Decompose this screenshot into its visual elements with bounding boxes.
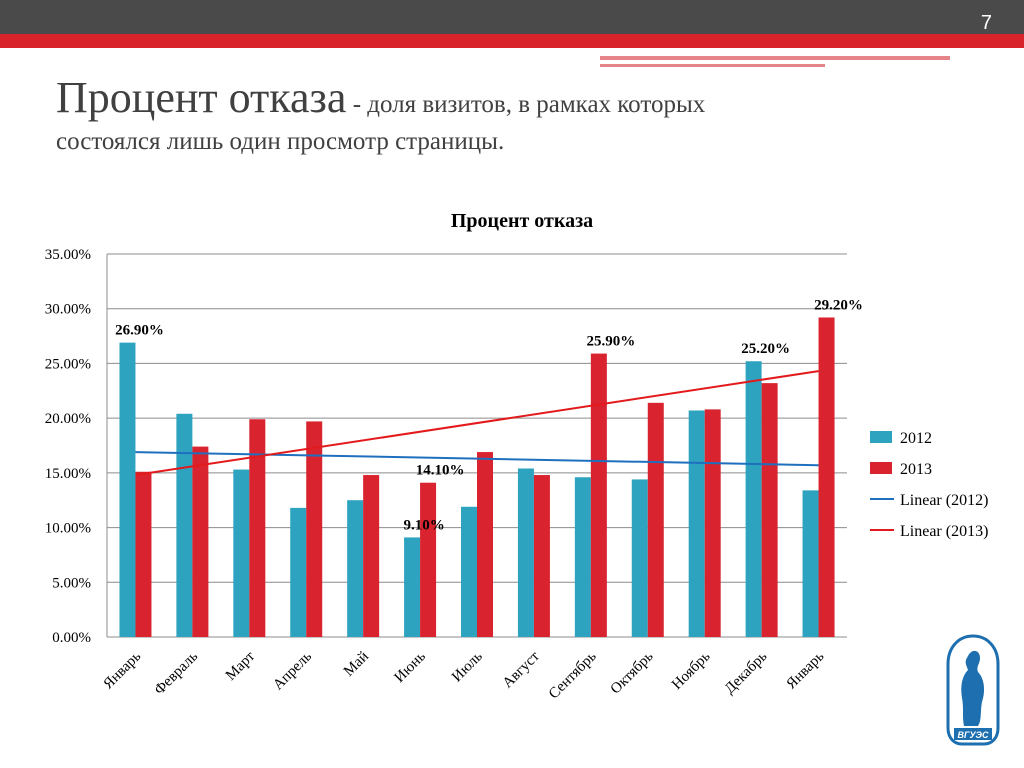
x-tick-label: Март <box>223 648 259 684</box>
y-tick-label: 35.00% <box>45 247 91 263</box>
bar-2013 <box>533 475 550 637</box>
accent-stripe <box>600 64 825 67</box>
bar-2013 <box>818 317 835 637</box>
bar-2012 <box>574 477 591 637</box>
bar-2012 <box>745 361 762 637</box>
x-tick-label: Август <box>500 648 543 691</box>
y-tick-label: 10.00% <box>45 521 91 537</box>
bar-2012 <box>802 490 819 637</box>
y-tick-label: 25.00% <box>45 356 91 372</box>
bar-2013 <box>704 409 721 637</box>
bar-2012 <box>688 410 705 637</box>
y-tick-label: 5.00% <box>52 575 91 591</box>
legend-label: Linear (2012) <box>900 492 988 509</box>
accent-stripe <box>600 56 950 60</box>
data-label: 26.90% <box>115 323 164 339</box>
x-tick-label: Октябрь <box>608 648 657 697</box>
bar-2012 <box>404 537 421 637</box>
university-emblem-icon: ВГУЭС <box>946 634 1000 746</box>
bar-2012 <box>290 507 307 637</box>
trendline <box>135 451 819 467</box>
legend-swatch <box>870 431 892 443</box>
data-label: 25.90% <box>586 334 635 350</box>
bar-2013 <box>249 419 266 637</box>
bar-2013 <box>647 402 664 637</box>
x-tick-label: Апрель <box>270 648 315 693</box>
data-label: 25.20% <box>741 341 790 357</box>
slide-number: 7 <box>980 12 992 34</box>
bar-2013 <box>192 446 209 637</box>
title-main: Процент отказа <box>56 73 347 122</box>
data-label: 9.10% <box>403 517 444 533</box>
bar-2012 <box>347 500 364 637</box>
top-bar <box>0 0 1024 34</box>
trendline <box>135 370 819 477</box>
bar-2013 <box>306 421 323 637</box>
bar-2012 <box>119 342 136 637</box>
x-tick-label: Июнь <box>391 648 429 686</box>
y-tick-label: 0.00% <box>52 630 91 646</box>
title-subtitle: - доля визитов, в рамках которых <box>346 91 706 118</box>
bar-2013 <box>477 452 493 637</box>
x-tick-label: Февраль <box>152 648 202 698</box>
x-tick-label: Декабрь <box>722 648 771 697</box>
x-tick-label: Май <box>341 649 372 680</box>
legend-swatch <box>870 462 892 474</box>
bar-2013 <box>761 383 778 637</box>
bar-2012 <box>631 479 648 637</box>
y-tick-label: 30.00% <box>45 302 91 318</box>
bar-2012 <box>176 413 193 637</box>
bounce-rate-chart: Процент отказа 0.00% 5.00% 10.00% 15.00% 20.0… <box>45 210 989 702</box>
chart-title: Процент отказа <box>451 210 593 232</box>
x-tick-label: Январь <box>101 648 145 692</box>
x-tick-label: Сентябрь <box>546 648 600 702</box>
y-tick-label: 20.00% <box>45 411 91 427</box>
red-accent-bar <box>0 34 1024 48</box>
legend-label: Linear (2013) <box>900 523 988 540</box>
x-tick-label: Январь <box>784 648 828 692</box>
bar-2013 <box>135 471 152 637</box>
x-tick-label: Ноябрь <box>669 648 714 693</box>
bar-2012 <box>461 506 477 637</box>
slide-title: Процент отказа - доля визитов, в рамках … <box>56 72 956 161</box>
legend-label: 2012 <box>900 430 932 447</box>
bar-2013 <box>363 475 380 637</box>
y-tick-label: 15.00% <box>45 466 91 482</box>
x-tick-label: Июль <box>449 648 486 685</box>
logo-text: ВГУЭС <box>958 730 989 740</box>
bar-2012 <box>233 469 250 637</box>
legend-label: 2013 <box>900 461 932 478</box>
data-label: 29.20% <box>814 297 863 313</box>
data-label: 14.10% <box>416 463 465 479</box>
bar-2012 <box>517 468 534 637</box>
bar-2013 <box>420 482 437 637</box>
bar-2013 <box>590 353 607 637</box>
title-second-line: состоялся лишь один просмотр страницы. <box>56 128 505 155</box>
